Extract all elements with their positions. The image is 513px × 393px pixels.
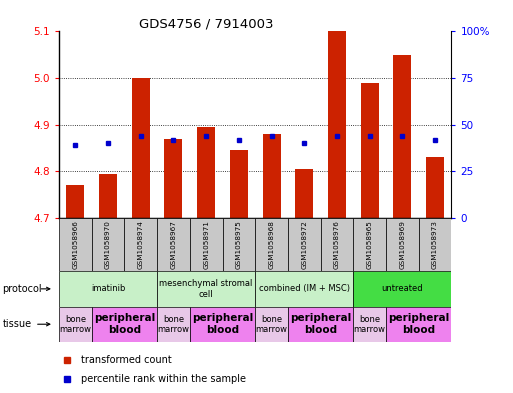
Text: mesenchymal stromal
cell: mesenchymal stromal cell xyxy=(160,279,253,299)
Bar xyxy=(295,169,313,218)
Bar xyxy=(255,218,288,271)
Text: peripheral
blood: peripheral blood xyxy=(192,314,253,335)
Bar xyxy=(124,218,157,271)
Bar xyxy=(66,185,84,218)
Bar xyxy=(59,218,92,271)
Text: GSM1058970: GSM1058970 xyxy=(105,220,111,269)
Bar xyxy=(197,127,215,218)
Text: GSM1058969: GSM1058969 xyxy=(400,220,405,269)
Bar xyxy=(59,271,157,307)
Bar xyxy=(157,307,190,342)
Bar xyxy=(426,158,444,218)
Text: GSM1058975: GSM1058975 xyxy=(236,220,242,269)
Text: percentile rank within the sample: percentile rank within the sample xyxy=(81,374,246,384)
Text: transformed count: transformed count xyxy=(81,354,171,365)
Text: GSM1058968: GSM1058968 xyxy=(269,220,274,269)
Text: tissue: tissue xyxy=(3,319,32,329)
Bar xyxy=(99,174,117,218)
Text: GDS4756 / 7914003: GDS4756 / 7914003 xyxy=(139,18,273,31)
Bar xyxy=(353,218,386,271)
Text: bone
marrow: bone marrow xyxy=(255,314,288,334)
Bar xyxy=(255,307,288,342)
Bar xyxy=(386,307,451,342)
Bar xyxy=(92,307,157,342)
Text: protocol: protocol xyxy=(3,284,42,294)
Bar xyxy=(288,218,321,271)
Text: bone
marrow: bone marrow xyxy=(353,314,386,334)
Text: untreated: untreated xyxy=(382,285,423,293)
Bar xyxy=(328,31,346,218)
Bar xyxy=(263,134,281,218)
Text: peripheral
blood: peripheral blood xyxy=(388,314,449,335)
Bar xyxy=(190,307,255,342)
Bar xyxy=(353,307,386,342)
Bar xyxy=(321,218,353,271)
Bar xyxy=(353,271,451,307)
Bar xyxy=(132,78,150,218)
Text: peripheral
blood: peripheral blood xyxy=(94,314,155,335)
Bar xyxy=(223,218,255,271)
Bar xyxy=(190,218,223,271)
Text: peripheral
blood: peripheral blood xyxy=(290,314,351,335)
Bar xyxy=(419,218,451,271)
Bar xyxy=(255,271,353,307)
Text: GSM1058976: GSM1058976 xyxy=(334,220,340,269)
Text: GSM1058965: GSM1058965 xyxy=(367,220,372,269)
Text: GSM1058966: GSM1058966 xyxy=(72,220,78,269)
Bar xyxy=(165,139,183,218)
Bar xyxy=(157,218,190,271)
Bar xyxy=(92,218,125,271)
Bar xyxy=(59,307,92,342)
Text: GSM1058972: GSM1058972 xyxy=(301,220,307,269)
Text: bone
marrow: bone marrow xyxy=(157,314,189,334)
Bar xyxy=(361,83,379,218)
Text: imatinib: imatinib xyxy=(91,285,125,293)
Text: GSM1058971: GSM1058971 xyxy=(203,220,209,269)
Bar xyxy=(157,271,255,307)
Bar xyxy=(386,218,419,271)
Text: GSM1058967: GSM1058967 xyxy=(170,220,176,269)
Text: bone
marrow: bone marrow xyxy=(60,314,91,334)
Bar xyxy=(230,151,248,218)
Text: GSM1058974: GSM1058974 xyxy=(138,220,144,269)
Bar xyxy=(393,55,411,218)
Text: combined (IM + MSC): combined (IM + MSC) xyxy=(259,285,350,293)
Bar xyxy=(288,307,353,342)
Text: GSM1058973: GSM1058973 xyxy=(432,220,438,269)
